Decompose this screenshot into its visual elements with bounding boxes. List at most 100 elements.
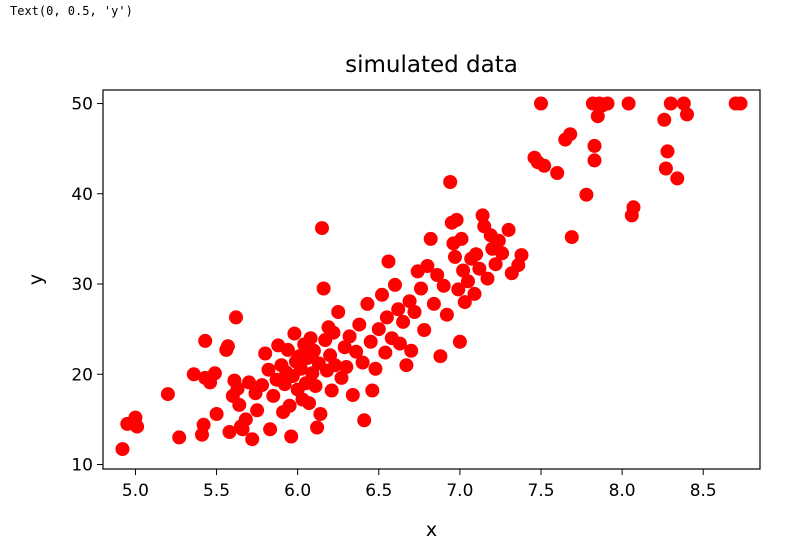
data-point-80 <box>360 296 375 311</box>
data-point-157 <box>663 96 678 111</box>
y-axis-label: y <box>25 274 47 285</box>
data-point-26 <box>245 432 260 447</box>
data-point-137 <box>534 96 548 111</box>
data-point-100 <box>417 323 432 337</box>
data-point-123 <box>475 208 490 223</box>
y-tick-label: 40 <box>71 185 93 205</box>
data-point-117 <box>457 295 472 310</box>
data-point-6 <box>186 367 201 382</box>
data-point-162 <box>733 96 748 111</box>
data-point-92 <box>392 336 407 351</box>
data-point-102 <box>423 231 438 246</box>
data-point-113 <box>451 282 466 297</box>
data-point-90 <box>388 277 402 292</box>
data-point-15 <box>220 339 235 354</box>
data-point-71 <box>334 370 349 385</box>
data-point-33 <box>266 388 281 403</box>
data-point-107 <box>439 307 454 322</box>
y-tick-label: 20 <box>71 365 93 385</box>
x-tick-label: 8.5 <box>690 481 717 501</box>
data-point-41 <box>282 398 297 413</box>
data-point-93 <box>396 314 411 329</box>
data-point-88 <box>381 254 396 269</box>
x-axis-label: x <box>426 519 437 541</box>
x-tick-label: 7.0 <box>446 481 473 501</box>
data-point-146 <box>587 153 602 168</box>
data-point-54 <box>303 331 318 346</box>
x-tick-label: 7.5 <box>527 481 554 501</box>
data-point-70 <box>331 305 346 319</box>
data-point-91 <box>391 302 406 317</box>
cell-output-text: Text(0, 0.5, 'y') <box>10 4 133 18</box>
data-point-55 <box>305 366 320 381</box>
data-point-25 <box>242 375 256 390</box>
data-point-44 <box>287 326 302 341</box>
data-point-69 <box>328 358 342 373</box>
data-point-101 <box>420 259 435 273</box>
x-tick-label: 8.0 <box>609 481 636 501</box>
data-point-13 <box>209 407 224 421</box>
data-point-48 <box>293 361 308 376</box>
data-point-147 <box>590 109 605 124</box>
data-point-99 <box>414 281 428 296</box>
data-point-108 <box>443 175 458 189</box>
data-point-20 <box>230 381 245 396</box>
data-point-21 <box>232 397 247 412</box>
data-point-150 <box>600 96 615 111</box>
data-point-134 <box>514 248 529 263</box>
data-point-138 <box>537 158 552 173</box>
y-axis-ticks: 10 20 30 40 50 <box>71 95 103 475</box>
data-point-78 <box>355 355 370 370</box>
points-layer <box>115 96 748 457</box>
y-tick-label: 30 <box>71 275 93 295</box>
data-point-28 <box>250 403 265 418</box>
data-point-105 <box>433 349 448 364</box>
data-point-115 <box>454 231 469 246</box>
data-point-24 <box>238 412 253 427</box>
x-tick-label: 6.0 <box>284 481 311 501</box>
data-point-53 <box>302 396 316 411</box>
data-point-94 <box>399 358 414 373</box>
data-point-84 <box>371 322 386 337</box>
data-point-3 <box>130 419 145 434</box>
data-point-156 <box>660 144 675 159</box>
plot-frame <box>102 89 761 470</box>
data-point-67 <box>324 383 339 398</box>
data-point-116 <box>456 263 471 278</box>
data-point-42 <box>284 429 299 444</box>
data-point-121 <box>469 247 484 262</box>
data-point-151 <box>621 96 636 111</box>
data-point-87 <box>379 310 394 325</box>
data-point-12 <box>207 366 222 381</box>
data-point-155 <box>658 161 673 176</box>
data-point-62 <box>316 281 331 296</box>
data-point-118 <box>461 274 475 289</box>
data-point-120 <box>467 286 482 301</box>
data-point-77 <box>352 317 367 332</box>
x-axis-ticks: 5.0 5.5 6.0 6.5 7.0 7.5 8.0 8.5 <box>122 469 717 501</box>
data-point-143 <box>579 187 594 202</box>
data-point-106 <box>436 278 451 293</box>
data-point-57 <box>308 379 323 393</box>
data-point-86 <box>378 345 393 360</box>
data-point-125 <box>480 271 495 286</box>
data-point-114 <box>452 334 467 349</box>
x-tick-label: 6.5 <box>365 481 392 501</box>
data-point-97 <box>407 305 422 319</box>
data-point-142 <box>564 230 579 245</box>
data-point-74 <box>342 329 357 344</box>
data-point-19 <box>229 310 243 325</box>
data-point-29 <box>255 378 269 393</box>
data-point-139 <box>550 166 565 180</box>
data-point-81 <box>363 334 378 349</box>
data-point-153 <box>626 200 641 215</box>
data-point-154 <box>657 112 672 127</box>
x-tick-label: 5.5 <box>203 481 230 501</box>
chart-title: simulated data <box>345 52 518 78</box>
data-point-76 <box>349 344 364 359</box>
y-tick-label: 50 <box>71 95 93 115</box>
data-point-73 <box>339 360 354 374</box>
data-point-8 <box>196 417 211 432</box>
data-point-96 <box>404 343 419 358</box>
